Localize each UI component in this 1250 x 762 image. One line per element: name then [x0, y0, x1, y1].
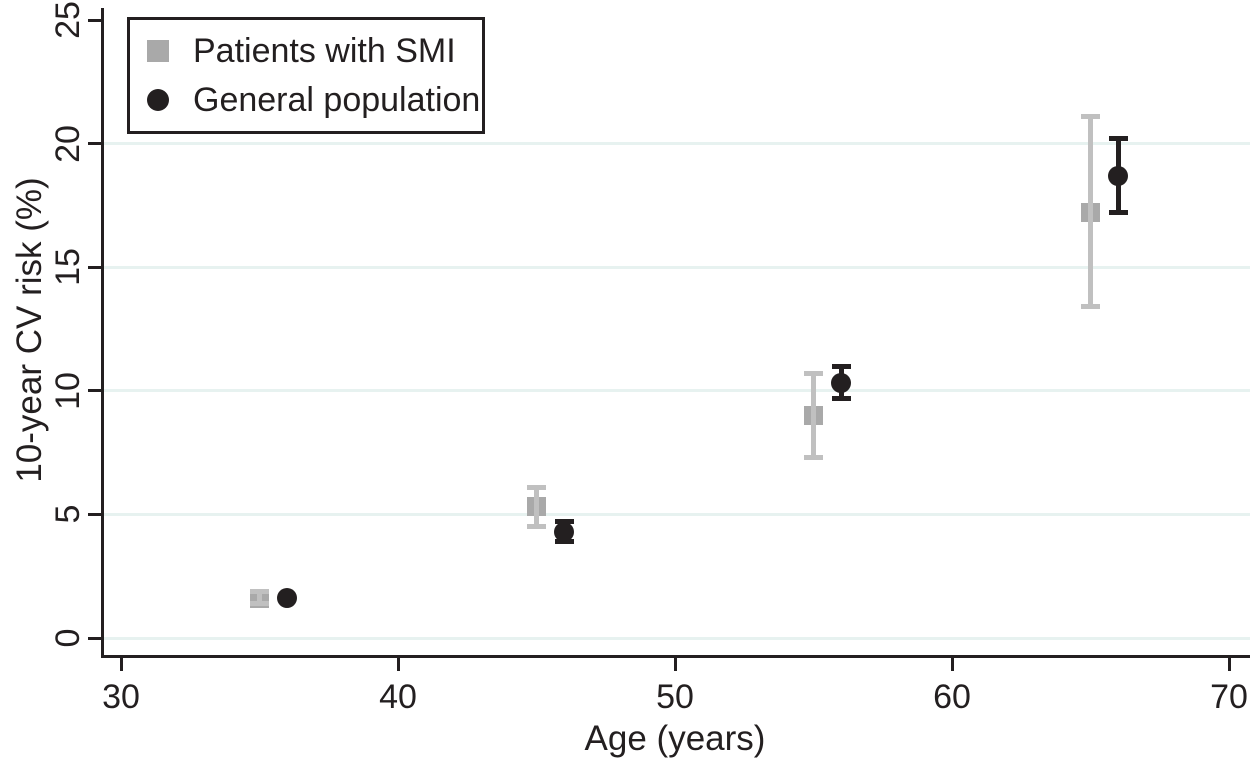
- error-bar-cap-top-0-age-35: [250, 588, 269, 594]
- error-bar-cap-top-0-age-65: [1081, 113, 1100, 119]
- x-tick-label-40: 40: [379, 678, 417, 716]
- x-tick-label-60: 60: [933, 678, 971, 716]
- x-tick-70: [1227, 658, 1231, 671]
- y-tick-label-10: 10: [49, 371, 87, 410]
- legend: Patients with SMI General population: [127, 17, 485, 134]
- error-bar-cap-bottom-1-age-46: [554, 539, 574, 545]
- legend-label-general: General population: [193, 80, 481, 119]
- x-axis-line: [101, 655, 1250, 658]
- error-bar-1-age-56: [838, 366, 844, 399]
- gridline-y-15: [104, 265, 1250, 269]
- error-bar-cap-bottom-1-age-66: [1108, 210, 1128, 216]
- y-tick-label-0: 0: [49, 628, 87, 648]
- gridline-y-10: [104, 389, 1250, 393]
- error-bar-cap-bottom-0-age-55: [804, 455, 823, 461]
- error-bar-cap-top-1-age-56: [831, 363, 851, 369]
- legend-label-smi: Patients with SMI: [193, 32, 456, 71]
- y-tick-label-25: 25: [49, 1, 87, 39]
- error-bar-cap-top-1-age-66: [1108, 136, 1128, 142]
- y-tick-20: [88, 142, 101, 146]
- error-bar-0-age-35: [257, 591, 262, 604]
- y-tick-5: [88, 512, 101, 516]
- error-bar-cap-top-0-age-45: [527, 484, 546, 490]
- error-bar-0-age-45: [534, 487, 539, 527]
- y-tick-label-20: 20: [49, 124, 87, 163]
- legend-item-general: General population: [147, 81, 482, 119]
- error-bar-cap-bottom-0-age-35: [250, 600, 269, 606]
- data-point-general-age-36: [277, 588, 298, 609]
- error-bar-cap-bottom-1-age-56: [831, 395, 851, 401]
- y-tick-label-5: 5: [49, 504, 87, 524]
- x-tick-50: [673, 658, 677, 671]
- y-tick-label-15: 15: [49, 248, 87, 287]
- x-axis-title: Age (years): [584, 719, 766, 758]
- y-axis-line: [101, 8, 104, 658]
- y-tick-25: [88, 18, 101, 22]
- error-bar-cap-top-1-age-46: [554, 519, 574, 525]
- error-bar-cap-bottom-0-age-45: [527, 524, 546, 530]
- x-tick-label-70: 70: [1210, 678, 1248, 716]
- gridline-y-0: [104, 636, 1250, 640]
- error-bar-1-age-66: [1115, 138, 1121, 213]
- x-tick-label-50: 50: [656, 678, 694, 716]
- circle-marker-icon: [147, 88, 169, 111]
- y-tick-15: [88, 265, 101, 269]
- legend-item-smi: Patients with SMI: [147, 32, 482, 70]
- square-marker-icon: [147, 40, 169, 63]
- gridline-y-5: [104, 512, 1250, 516]
- gridline-y-20: [104, 142, 1250, 146]
- y-tick-10: [88, 389, 101, 393]
- x-tick-label-30: 30: [102, 678, 140, 716]
- error-bar-cap-bottom-0-age-65: [1081, 304, 1100, 310]
- y-tick-0: [88, 636, 101, 640]
- y-axis-title: 10-year CV risk (%): [10, 177, 49, 483]
- error-bar-0-age-65: [1088, 116, 1093, 307]
- error-bar-1-age-46: [561, 521, 567, 542]
- x-tick-60: [950, 658, 954, 671]
- x-tick-40: [396, 658, 400, 671]
- error-bar-cap-top-0-age-55: [804, 370, 823, 376]
- error-bar-0-age-55: [811, 373, 816, 458]
- x-tick-30: [119, 658, 123, 671]
